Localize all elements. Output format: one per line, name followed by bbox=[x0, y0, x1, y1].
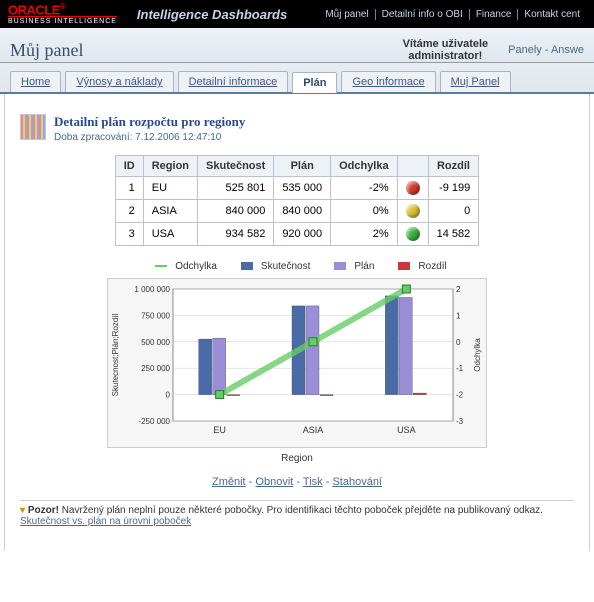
warning-icon: ▾ bbox=[20, 505, 25, 516]
table-row: 3USA934 582920 0002%14 582 bbox=[115, 223, 479, 246]
chart-legend: Odchylka Skutečnost Plán Rozdíl bbox=[20, 261, 574, 272]
status-dot-icon bbox=[406, 204, 420, 218]
chart-icon bbox=[20, 114, 46, 140]
action-link-obnovit[interactable]: Obnovit bbox=[255, 476, 293, 488]
x-axis-label: Region bbox=[20, 453, 574, 464]
oracle-logo: ORACLE® bbox=[8, 3, 109, 16]
svg-text:2: 2 bbox=[456, 285, 461, 294]
action-links: Změnit - Obnovit - Tisk - Stahování bbox=[20, 476, 574, 488]
table-row: 2ASIA840 000840 0000%0 bbox=[115, 200, 479, 223]
svg-text:EU: EU bbox=[213, 425, 226, 435]
svg-text:750 000: 750 000 bbox=[141, 311, 170, 320]
table-row: 1EU525 801535 000-2%-9 199 bbox=[115, 177, 479, 200]
svg-text:0: 0 bbox=[166, 391, 171, 400]
warning-link[interactable]: Skutečnost vs. plán na úrovni poboček bbox=[20, 516, 191, 527]
section-subtitle: Doba zpracování: 7.12.2006 12:47:10 bbox=[54, 132, 245, 143]
section-header: Detailní plán rozpočtu pro regiony Doba … bbox=[20, 114, 574, 143]
status-dot-icon bbox=[406, 181, 420, 195]
svg-text:Skutecnost;Plán;Rozdíl: Skutecnost;Plán;Rozdíl bbox=[111, 313, 120, 396]
svg-text:USA: USA bbox=[397, 425, 416, 435]
brand-subtitle: BUSINESS INTELLIGENCE bbox=[8, 16, 117, 25]
svg-text:1: 1 bbox=[456, 311, 461, 320]
header-links[interactable]: Panely - Answe bbox=[508, 44, 584, 56]
table-header: Skutečnost bbox=[198, 156, 274, 177]
table-header: Rozdíl bbox=[428, 156, 479, 177]
top-bar: ORACLE® BUSINESS INTELLIGENCE Intelligen… bbox=[0, 0, 594, 28]
region-table: IDRegionSkutečnostPlánOdchylka Rozdíl 1EU… bbox=[115, 155, 480, 246]
warning-text: Navržený plán neplní pouze některé poboč… bbox=[59, 505, 543, 516]
table-header: ID bbox=[115, 156, 143, 177]
welcome-text: Vítáme uživateleadministrator! bbox=[403, 38, 509, 62]
legend-item: Plán bbox=[326, 261, 374, 272]
tab-detailn-informace[interactable]: Detailní informace bbox=[178, 71, 289, 92]
tab-pl-n[interactable]: Plán bbox=[292, 72, 337, 93]
svg-text:ASIA: ASIA bbox=[303, 425, 324, 435]
tab-muj-panel[interactable]: Muj Panel bbox=[440, 71, 511, 92]
table-header: Plán bbox=[274, 156, 331, 177]
dashboard-title: Intelligence Dashboards bbox=[137, 7, 287, 22]
legend-item: Rozdíl bbox=[390, 261, 446, 272]
svg-text:250 000: 250 000 bbox=[141, 364, 170, 373]
svg-text:0: 0 bbox=[456, 338, 461, 347]
topnav-item[interactable]: Kontakt cent bbox=[517, 9, 586, 20]
svg-text:-1: -1 bbox=[456, 364, 464, 373]
tab-home[interactable]: Home bbox=[10, 71, 61, 92]
page-title: Můj panel bbox=[10, 40, 84, 61]
topnav-item[interactable]: Můj panel bbox=[319, 9, 374, 20]
chart-svg: -250 000 -3 0 -2 250 000 -1 500 000 0 750 000 1 1 … bbox=[107, 278, 487, 448]
status-dot-icon bbox=[406, 227, 420, 241]
brand: ORACLE® BUSINESS INTELLIGENCE bbox=[8, 3, 117, 25]
table-header: Region bbox=[143, 156, 197, 177]
tab-geo-informace[interactable]: Geo informace bbox=[341, 71, 435, 92]
action-link-tisk[interactable]: Tisk bbox=[303, 476, 323, 488]
svg-text:1 000 000: 1 000 000 bbox=[134, 285, 170, 294]
svg-text:500 000: 500 000 bbox=[141, 338, 170, 347]
warning-bold: Pozor! bbox=[28, 505, 59, 516]
legend-item: Odchylka bbox=[147, 261, 217, 272]
topnav-item[interactable]: Finance bbox=[469, 9, 518, 20]
tab-v-nosy-a-n-klady[interactable]: Výnosy a náklady bbox=[65, 71, 173, 92]
section-title: Detailní plán rozpočtu pro regiony bbox=[54, 114, 245, 130]
svg-text:-3: -3 bbox=[456, 417, 464, 426]
action-link-změnit[interactable]: Změnit bbox=[212, 476, 246, 488]
warning-box: ▾ Pozor! Navržený plán neplní pouze někt… bbox=[20, 500, 574, 531]
tabs: HomeVýnosy a nákladyDetailní informacePl… bbox=[0, 63, 594, 94]
table-header: Odchylka bbox=[331, 156, 398, 177]
action-link-stahování[interactable]: Stahování bbox=[332, 476, 382, 488]
legend-item: Skutečnost bbox=[233, 261, 310, 272]
top-nav: Můj panelDetailní info o OBIFinanceKonta… bbox=[319, 9, 586, 20]
svg-text:-250 000: -250 000 bbox=[138, 417, 170, 426]
chart-container: Odchylka Skutečnost Plán Rozdíl -250 000 -3 0… bbox=[20, 261, 574, 464]
svg-text:Odchylka: Odchylka bbox=[473, 338, 482, 372]
header-row: Můj panel Vítáme uživateleadministrator!… bbox=[0, 28, 594, 63]
content-area: Detailní plán rozpočtu pro regiony Doba … bbox=[4, 94, 590, 551]
topnav-item[interactable]: Detailní info o OBI bbox=[375, 9, 469, 20]
svg-text:-2: -2 bbox=[456, 391, 464, 400]
table-header bbox=[397, 156, 428, 177]
